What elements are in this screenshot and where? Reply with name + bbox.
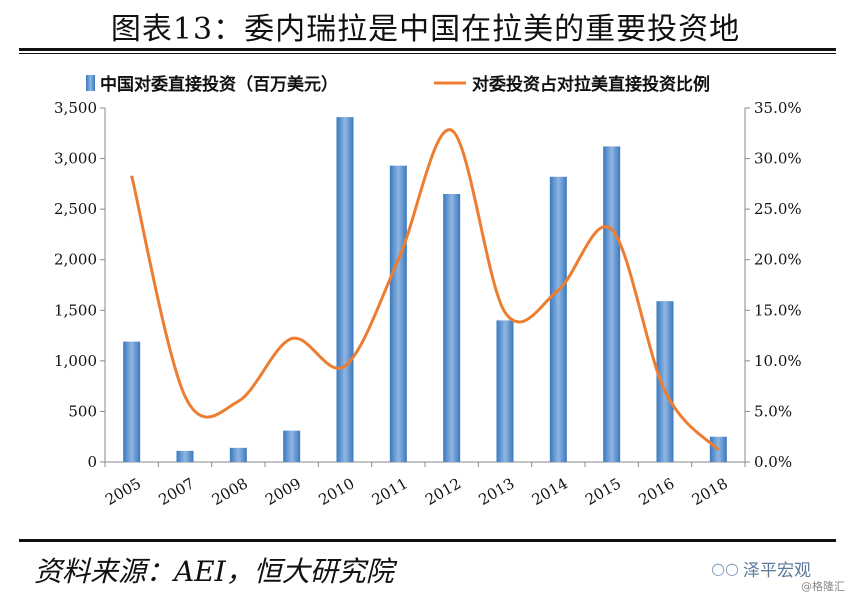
bar — [603, 146, 621, 463]
bar — [283, 430, 301, 462]
y-left-tick-label: 1,000 — [54, 352, 97, 370]
x-tick-label: 2011 — [369, 474, 411, 509]
bar — [229, 447, 247, 462]
y-left-tick-label: 2,000 — [54, 251, 97, 269]
y-left-tick-label: 3,000 — [54, 150, 97, 168]
x-tick-label: 2014 — [529, 474, 571, 509]
y-right-tick-label: 0.0% — [754, 453, 792, 471]
x-tick-label: 2015 — [582, 474, 624, 509]
x-tick-label: 2018 — [689, 474, 731, 509]
page-title: 图表13：委内瑞拉是中国在拉美的重要投资地 — [110, 12, 741, 47]
bar — [496, 320, 514, 462]
footer-divider — [19, 539, 836, 542]
bar — [549, 176, 567, 462]
y-right-tick-label: 5.0% — [754, 402, 792, 420]
x-tick-label: 2005 — [102, 474, 144, 509]
y-left-tick-label: 500 — [68, 402, 97, 420]
x-tick-label: 2007 — [155, 474, 197, 509]
bar — [176, 450, 194, 462]
x-tick-label: 2012 — [422, 474, 464, 509]
y-right-tick-label: 15.0% — [754, 301, 802, 319]
y-left-tick-label: 1,500 — [54, 301, 97, 319]
y-left-tick-label: 3,500 — [54, 99, 97, 117]
chart-legend: 中国对委直接投资（百万美元） 对委投资占对拉美直接投资比例 — [86, 74, 710, 95]
x-tick-label: 2010 — [315, 474, 357, 509]
source-note: 资料来源：AEI，恒大研究院 — [34, 555, 394, 588]
legend-bar-swatch — [86, 75, 95, 91]
legend-bar-label: 中国对委直接投资（百万美元） — [100, 74, 338, 95]
y-left-tick-label: 0 — [87, 453, 97, 471]
watermark: ○○ 泽平宏观 — [711, 556, 811, 581]
bar — [389, 165, 407, 462]
series-line-share — [130, 128, 720, 451]
watermark-label: 泽平宏观 — [743, 561, 811, 581]
x-tick-label: 2013 — [475, 474, 517, 509]
x-tick-label: 2016 — [635, 474, 677, 509]
y-right-tick-label: 25.0% — [754, 200, 802, 218]
bar — [123, 341, 141, 462]
bar — [336, 117, 354, 463]
y-left-tick-label: 2,500 — [54, 200, 97, 218]
bar — [656, 301, 674, 462]
y-right-tick-label: 30.0% — [754, 150, 802, 168]
watermark-sub: @格隆汇 — [801, 580, 845, 593]
wechat-icon: ○○ — [711, 559, 739, 578]
plot-area: 0 500 1,000 1,500 2,000 2,500 3,000 3,500 0.0% 5.… — [54, 99, 802, 509]
bar — [443, 193, 461, 462]
x-tick-label: 2008 — [209, 474, 251, 509]
y-right-tick-label: 10.0% — [754, 352, 802, 370]
legend-line-label: 对委投资占对拉美直接投资比例 — [472, 74, 710, 95]
y-right-tick-label: 35.0% — [754, 99, 802, 117]
x-tick-label: 2009 — [262, 474, 304, 509]
title-divider — [19, 48, 836, 54]
y-right-tick-label: 20.0% — [754, 251, 802, 269]
